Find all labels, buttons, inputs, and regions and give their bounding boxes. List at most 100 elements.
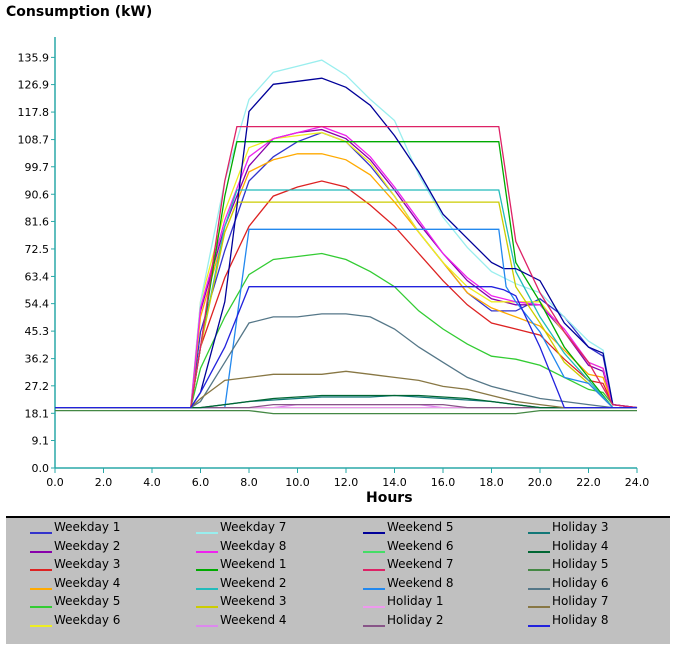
line-chart: 0.0 9.1 18.1 27.2 36.2 45.3 54.4 63.4 72.5 81.6 90… [18, 37, 650, 489]
y-tick-label: 54.4 [25, 298, 50, 311]
legend-label: Weekday 1 [54, 520, 121, 534]
legend-label: Holiday 6 [552, 575, 609, 590]
series-line-weekday-3 [55, 180, 638, 409]
legend-label: Weekend 4 [220, 613, 287, 627]
series-line-weekend-8 [55, 228, 637, 409]
legend-label: Holiday 7 [552, 594, 609, 609]
legend-label: Weekend 8 [387, 575, 454, 590]
series-line-weekday-7 [55, 59, 638, 409]
series-layer [55, 59, 638, 415]
y-tick-label: 27.2 [25, 380, 50, 393]
series-line-holiday-6 [55, 313, 637, 409]
legend-label: Holiday 3 [552, 520, 609, 534]
y-tick-label: 0.0 [32, 462, 50, 475]
legend-swatch [30, 606, 52, 609]
series-line-weekend-3 [55, 201, 637, 409]
legend-label: Holiday 4 [552, 538, 609, 553]
y-tick-label: 18.1 [25, 407, 50, 420]
y-tick-label: 81.6 [25, 215, 50, 228]
x-tick-label: 8.0 [240, 476, 258, 489]
y-tick-label: 108.7 [18, 134, 50, 147]
x-tick-label: 24.0 [625, 476, 650, 489]
series-line-weekday-8 [55, 125, 638, 409]
series-line-weekend-5 [55, 77, 638, 409]
y-axis-title: Consumption (kW) [6, 4, 153, 20]
y-tick-label: 117.8 [18, 106, 50, 119]
legend-label: Holiday 5 [552, 557, 609, 572]
series-line-weekend-7 [55, 125, 638, 409]
legend-swatch [528, 606, 550, 609]
x-tick-label: 2.0 [95, 476, 113, 489]
legend-label: Holiday 1 [387, 594, 444, 609]
legend-swatch [196, 625, 218, 627]
legend-swatch [196, 606, 218, 609]
legend-label: Weekday 6 [54, 613, 121, 627]
x-tick-label: 0.0 [46, 476, 64, 489]
series-line-weekday-2 [55, 128, 638, 409]
x-tick-label: 10.0 [285, 476, 310, 489]
x-tick-label: 16.0 [431, 476, 456, 489]
legend-swatch [30, 532, 52, 534]
x-tick-label: 20.0 [528, 476, 553, 489]
legend-swatch [363, 606, 385, 609]
legend-label: Holiday 2 [387, 613, 444, 627]
legend-label: Holiday 8 [552, 613, 609, 627]
legend-swatch [196, 569, 218, 572]
y-tick-label: 72.5 [25, 243, 50, 256]
x-tick-label: 4.0 [143, 476, 161, 489]
y-tick-label: 126.9 [18, 79, 50, 92]
legend-label: Weekday 4 [54, 575, 121, 590]
legend-label: Weekday 8 [220, 538, 287, 553]
x-tick-label: 18.0 [479, 476, 504, 489]
legend-label: Weekend 3 [220, 594, 287, 609]
series-line-holiday-8 [55, 286, 637, 409]
legend-label: Weekday 3 [54, 557, 121, 572]
legend-swatch [30, 550, 52, 553]
y-tick-label: 63.4 [25, 270, 50, 283]
series-line-weekday-1 [55, 131, 638, 409]
y-tick-label: 99.7 [25, 161, 50, 174]
legend-label: Weekend 6 [387, 538, 454, 553]
legend-label: Weekday 7 [220, 520, 287, 534]
legend-swatch [363, 532, 385, 534]
x-axis-title: Hours [366, 490, 413, 506]
legend-label: Weekend 1 [220, 557, 287, 572]
legend-swatch [30, 569, 52, 572]
legend-label: Weekend 7 [387, 557, 454, 572]
x-tick-label: 12.0 [334, 476, 359, 489]
legend-swatch [528, 625, 550, 627]
legend-swatch [363, 587, 385, 590]
legend-swatch [196, 587, 218, 590]
legend-swatch [30, 587, 52, 590]
series-line-weekend-1 [55, 141, 637, 409]
y-tick-label: 45.3 [25, 325, 50, 338]
y-tick-label: 36.2 [25, 353, 50, 366]
chart-legend: Weekday 1 Weekday 2 Weekday 3 Weekday 4 Week… [6, 516, 670, 644]
x-tick-label: 14.0 [382, 476, 407, 489]
series-line-holiday-7 [55, 370, 637, 409]
legend-swatch [528, 550, 550, 553]
x-tick-label: 22.0 [576, 476, 601, 489]
y-tick-label: 9.1 [32, 435, 50, 448]
legend-swatch [196, 550, 218, 553]
series-line-weekday-5 [55, 252, 638, 409]
x-tick-label: 6.0 [192, 476, 210, 489]
legend-label: Weekend 2 [220, 575, 287, 590]
series-line-weekday-6 [55, 131, 638, 409]
legend-swatch [363, 569, 385, 572]
y-tick-label: 135.9 [18, 51, 50, 64]
legend-swatch [196, 532, 218, 534]
legend-swatch [528, 587, 550, 590]
legend-label: Weekday 2 [54, 538, 121, 553]
y-tick-label: 90.6 [25, 188, 50, 201]
legend-label: Weekend 5 [387, 520, 454, 534]
legend-swatch [30, 625, 52, 627]
legend-swatch [528, 532, 550, 534]
legend-swatch [528, 569, 550, 572]
legend-swatch [363, 550, 385, 553]
series-line-holiday-5 [55, 409, 637, 415]
tick-layer: 0.0 9.1 18.1 27.2 36.2 45.3 54.4 63.4 72.5 81.6 90… [18, 51, 650, 489]
legend-label: Weekday 5 [54, 594, 121, 609]
chart-axes [54, 37, 637, 469]
legend-swatch [363, 625, 385, 627]
